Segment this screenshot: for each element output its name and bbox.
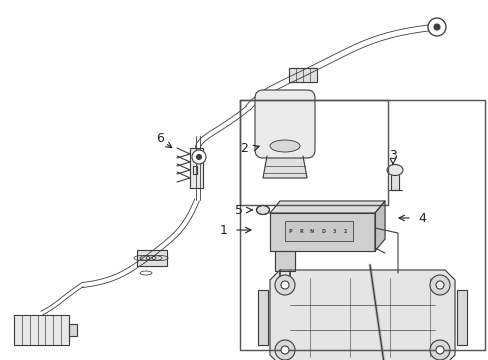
Text: P: P [287,229,291,234]
Ellipse shape [256,206,269,215]
Bar [137,250,167,266]
Polygon shape [288,68,316,82]
Circle shape [274,340,294,360]
Text: 6: 6 [156,131,163,144]
Text: D: D [320,229,325,234]
Text: 2: 2 [240,141,247,154]
Bar [240,100,484,350]
Circle shape [196,154,201,159]
Circle shape [435,346,443,354]
Polygon shape [274,251,294,271]
Bar [285,221,352,241]
Text: 5: 5 [235,203,243,216]
Polygon shape [374,201,384,251]
Text: N: N [309,229,313,234]
Polygon shape [137,250,167,266]
Text: 1: 1 [220,224,227,237]
Circle shape [433,24,439,30]
Circle shape [192,150,205,164]
Circle shape [281,281,288,289]
Bar [456,290,466,345]
Bar [69,324,77,336]
Text: 3: 3 [332,229,335,234]
Polygon shape [258,290,267,345]
Circle shape [281,346,288,354]
Bar [269,213,374,251]
Circle shape [435,281,443,289]
Bar [240,100,387,205]
Bar [274,251,294,271]
Polygon shape [456,290,466,345]
Bar [14,315,69,345]
Polygon shape [263,156,306,178]
Bar [288,68,316,82]
Polygon shape [269,213,374,251]
Circle shape [429,340,449,360]
Polygon shape [390,175,398,190]
Circle shape [274,275,294,295]
Ellipse shape [386,165,402,176]
Bar [258,290,267,345]
Polygon shape [269,201,384,213]
Text: R: R [299,229,302,234]
Polygon shape [14,315,69,345]
FancyBboxPatch shape [254,90,314,158]
Text: 4: 4 [417,212,425,225]
Bar [190,148,203,188]
Text: 3: 3 [388,149,396,162]
Ellipse shape [269,140,299,152]
Circle shape [429,275,449,295]
Circle shape [427,18,445,36]
Text: 2: 2 [343,229,346,234]
Polygon shape [269,270,454,360]
Polygon shape [69,324,77,336]
Polygon shape [190,148,203,188]
